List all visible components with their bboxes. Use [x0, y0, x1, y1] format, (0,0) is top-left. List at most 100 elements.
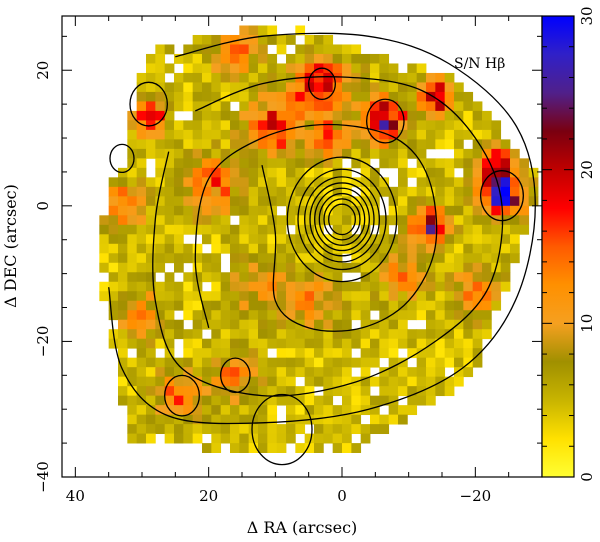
heat-cell — [323, 101, 334, 112]
heat-cell — [463, 91, 474, 102]
core-contour — [309, 182, 375, 257]
heat-cell — [108, 234, 119, 245]
heat-cell — [155, 338, 166, 349]
heat-cell — [351, 386, 362, 397]
heat-cell — [351, 120, 362, 131]
heat-cell — [183, 281, 194, 292]
heat-cell — [304, 196, 315, 207]
heat-cell — [398, 234, 408, 245]
heat-cell — [482, 262, 492, 273]
heat-cell — [239, 177, 250, 188]
heat-cell — [164, 433, 175, 444]
knot-contour — [308, 67, 336, 101]
heat-cell — [444, 120, 455, 131]
heat-cell — [351, 414, 362, 425]
heat-cell — [155, 367, 166, 378]
heat-cell — [99, 281, 110, 292]
heat-cell — [267, 101, 278, 112]
heat-cell — [146, 91, 156, 102]
heat-cell — [267, 243, 278, 254]
heat-cell — [202, 395, 212, 406]
heat-cell — [454, 300, 464, 311]
heat-cell — [258, 433, 268, 444]
heat-cell — [127, 386, 138, 397]
heat-cell — [342, 414, 352, 425]
heat-cell — [146, 196, 156, 207]
heat-cell — [323, 357, 334, 368]
heat-cell — [286, 414, 296, 425]
heat-cell — [146, 63, 156, 74]
heat-cell — [370, 139, 380, 150]
heat-cell — [164, 139, 175, 150]
heat-cell — [239, 120, 250, 131]
heat-cell — [183, 186, 194, 197]
heat-cell — [239, 82, 250, 93]
heat-cell — [332, 424, 343, 435]
heat-cell — [295, 281, 306, 292]
heat-cell — [286, 367, 296, 378]
heat-cell — [146, 262, 156, 273]
heat-cell — [258, 44, 268, 55]
heat-cell — [267, 72, 278, 83]
heat-cell — [146, 72, 156, 83]
heat-cell — [379, 424, 390, 435]
heat-cell — [370, 177, 380, 188]
heat-cell — [286, 348, 296, 359]
heat-cell — [360, 300, 371, 311]
heat-cell — [444, 281, 455, 292]
heat-cell — [239, 395, 250, 406]
heat-cell — [482, 148, 492, 159]
heat-cell — [202, 300, 212, 311]
knot-contour — [129, 81, 168, 127]
heat-cell — [239, 158, 250, 169]
heat-cell — [454, 243, 464, 254]
heat-cell — [304, 272, 315, 283]
heat-cell — [267, 300, 278, 311]
heat-cell — [276, 120, 287, 131]
heat-cell — [118, 281, 128, 292]
heat-cell — [286, 262, 296, 273]
heat-cell — [342, 196, 352, 207]
heat-cell — [286, 234, 296, 245]
heat-cell — [258, 72, 268, 83]
heat-cell — [342, 167, 352, 178]
heat-cell — [304, 433, 315, 444]
heat-cell — [230, 205, 240, 216]
heat-cell — [500, 158, 511, 169]
heat-cell — [295, 167, 306, 178]
heat-cell — [342, 310, 352, 321]
heat-cell — [304, 243, 315, 254]
spiral-contour — [194, 123, 438, 332]
heat-cell — [136, 205, 147, 216]
heat-cell — [136, 196, 147, 207]
heat-cell — [164, 310, 175, 321]
heat-cell — [258, 234, 268, 245]
heat-cell — [444, 196, 455, 207]
heat-cell — [202, 272, 212, 283]
heat-cell — [239, 414, 250, 425]
heat-cell — [174, 120, 184, 131]
heat-cell — [108, 196, 119, 207]
heat-cell — [286, 186, 296, 197]
heat-cell — [230, 367, 240, 378]
heat-cell — [444, 376, 455, 387]
heat-cell — [463, 129, 474, 140]
heat-cell — [202, 167, 212, 178]
heat-cell — [258, 148, 268, 159]
heat-cell — [211, 72, 222, 83]
heat-cell — [454, 148, 464, 159]
heat-cell — [164, 367, 175, 378]
heat-cell — [295, 310, 306, 321]
heat-cell — [155, 243, 166, 254]
heat-cell — [323, 376, 334, 387]
heat-cell — [220, 101, 231, 112]
heat-cell — [416, 338, 427, 349]
heat-cell — [360, 272, 371, 283]
heat-cell — [426, 120, 436, 131]
heat-cell — [342, 110, 352, 121]
heat-cell — [463, 110, 474, 121]
heat-cell — [472, 310, 483, 321]
heat-cell — [164, 414, 175, 425]
heat-cell — [276, 262, 287, 273]
heat-cell — [267, 319, 278, 330]
